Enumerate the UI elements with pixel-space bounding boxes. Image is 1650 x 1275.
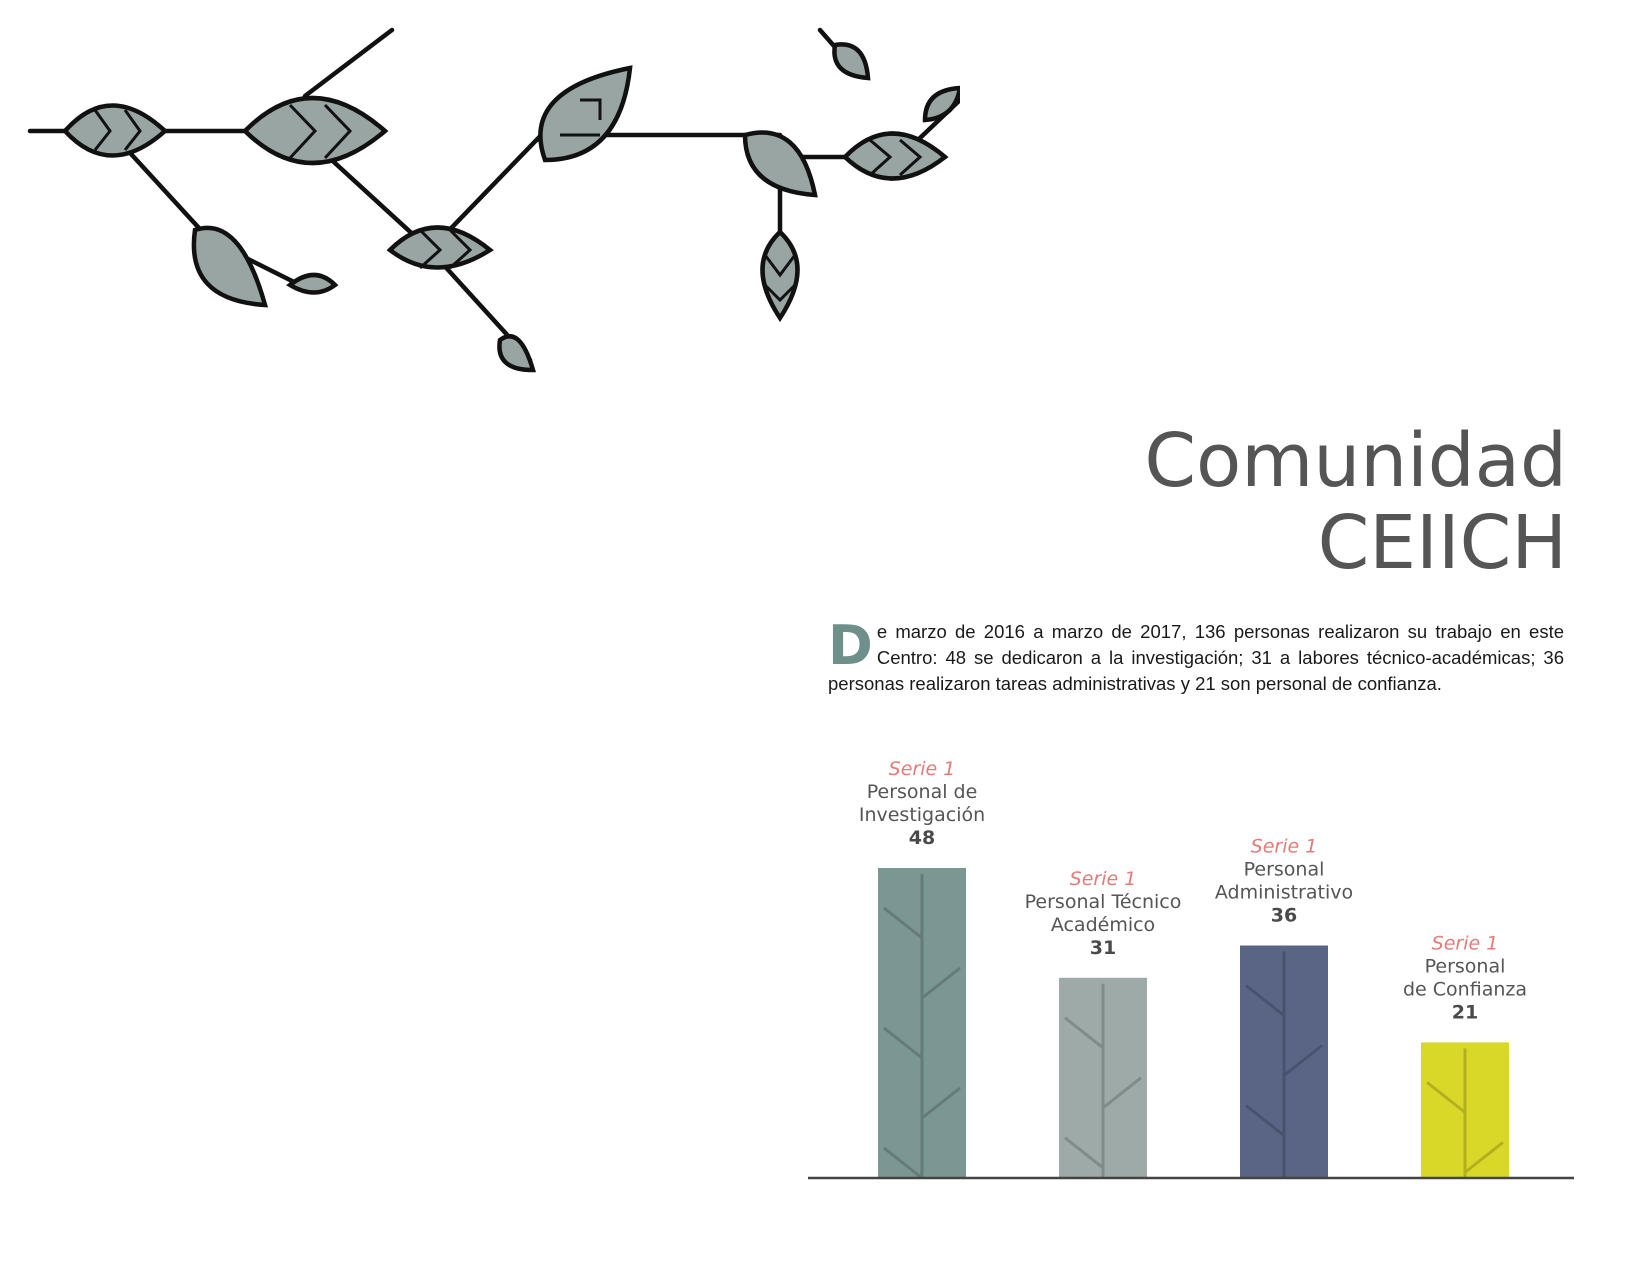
bar [878,868,966,1178]
leaf-vein [763,254,797,303]
bar [1059,977,1147,1178]
leaf-icon [832,42,871,81]
leaf-icon [386,225,494,270]
category-label: Personal [1244,859,1325,881]
leaf-vein [868,138,923,177]
data-label: 36 [1271,905,1297,927]
leaf-vein [560,98,602,137]
category-label: Personal [1425,955,1506,977]
series-label: Serie 1 [1070,868,1137,890]
category-label: de Confianza [1403,978,1527,1000]
bar-tree-pattern [1426,1048,1504,1178]
leaf-vein [288,103,353,160]
bar-tree-pattern [1245,951,1323,1178]
leaf-icon [841,131,949,181]
leaf-icon [742,130,818,198]
bar [1240,945,1328,1178]
bar-tree-pattern [883,874,961,1180]
branch-stem [302,27,395,99]
category-label: Personal Técnico [1025,891,1182,913]
drop-cap: D [828,614,873,677]
leaf-icon [286,272,339,295]
series-label: Serie 1 [889,758,956,780]
intro-paragraph: D e marzo de 2016 a marzo de 2017, 136 p… [828,619,1564,697]
leaf-vein [418,228,473,270]
data-label: 48 [909,827,935,849]
category-label: Administrativo [1215,882,1353,904]
leaf-icon [191,225,269,308]
series-label: Serie 1 [1251,836,1318,858]
leaf-icon [497,334,536,373]
category-label: Personal de [867,781,978,803]
bar [1421,1042,1509,1178]
intro-text: e marzo de 2016 a marzo de 2017, 136 per… [828,621,1564,694]
series-label: Serie 1 [1432,932,1499,954]
leaf-icon [61,103,169,158]
leaf-icon [922,85,960,123]
leaf-vein [93,109,142,151]
leaf-branch-illustration [27,27,960,373]
title-line-1: Comunidad [1144,418,1567,504]
title-line-2: CEIICH [1317,500,1567,586]
category-label: Académico [1051,914,1155,936]
data-label: 31 [1090,937,1116,959]
bar-tree-pattern [1064,983,1142,1178]
category-label: Investigación [859,804,985,826]
leaf-icon [538,65,633,163]
page-title: Comunidad CEIICH [1144,420,1567,584]
data-label: 21 [1452,1001,1478,1023]
